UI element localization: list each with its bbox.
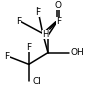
Text: O: O bbox=[55, 1, 62, 10]
Text: Cl: Cl bbox=[32, 77, 41, 86]
Text: F: F bbox=[56, 17, 61, 26]
Text: F: F bbox=[26, 43, 31, 52]
Text: F: F bbox=[4, 52, 10, 61]
Text: F: F bbox=[16, 17, 21, 26]
Text: F: F bbox=[35, 8, 40, 17]
Text: H: H bbox=[43, 30, 49, 39]
Text: OH: OH bbox=[71, 48, 84, 57]
